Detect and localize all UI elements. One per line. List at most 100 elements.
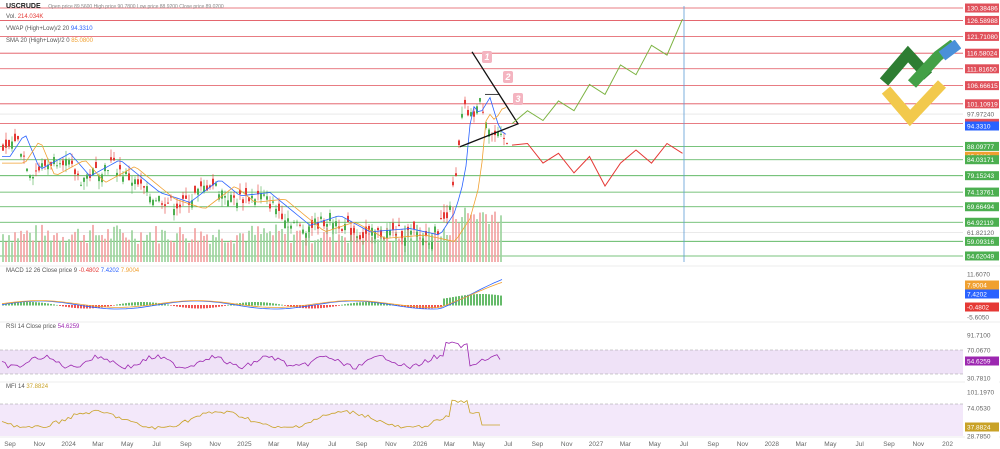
candle-body: [119, 164, 121, 170]
volume-bar: [371, 237, 373, 262]
candle-body: [65, 158, 67, 166]
volume-bar: [131, 230, 133, 262]
macd-bar: [398, 305, 400, 306]
candle-body: [203, 185, 205, 193]
volume-bar: [83, 234, 85, 262]
candle-body: [440, 218, 442, 220]
volume-bar: [347, 242, 349, 262]
volume-bar: [293, 234, 295, 262]
price-axis-label-bg: [965, 202, 999, 212]
macd-bar: [62, 305, 64, 307]
volume-bar: [356, 235, 358, 262]
macd-bar: [293, 305, 295, 308]
time-axis-label: Jul: [504, 441, 513, 448]
time-axis-label: Sep: [180, 441, 192, 448]
macd-bar: [227, 304, 229, 306]
price-axis-label: 64.92119: [967, 220, 994, 227]
macd-signal-line: [1, 282, 503, 308]
wave-label-box: [513, 93, 523, 105]
price-axis-label-bg: [965, 3, 999, 13]
price-axis-label: 88.09777: [967, 144, 994, 151]
volume-bar: [452, 206, 454, 262]
macd-bar: [170, 305, 172, 306]
macd-bar: [353, 302, 355, 306]
macd-bar: [245, 302, 247, 306]
volume-bar: [143, 242, 145, 262]
macd-bar: [68, 305, 70, 308]
volume-bar: [251, 225, 253, 262]
candle-body: [449, 205, 451, 210]
candle-body: [140, 179, 142, 184]
mfi-axis-label-bg: [965, 403, 999, 413]
candle-body: [137, 179, 139, 185]
candle-body: [395, 233, 397, 236]
macd-bar: [164, 304, 166, 306]
macd-bar: [434, 305, 436, 309]
macd-bar: [299, 305, 301, 308]
volume-bar: [191, 239, 193, 262]
symbol-header: USCRUDE Open price 89.5600 High price 90…: [6, 3, 224, 10]
candle-body: [326, 224, 328, 227]
candle-body: [80, 184, 82, 186]
volume-bar: [161, 229, 163, 262]
volume-bar: [410, 238, 412, 262]
volume-bar: [302, 239, 304, 262]
candle-body: [41, 163, 43, 168]
macd-bar: [182, 305, 184, 308]
macd-bar: [272, 303, 274, 306]
candle-body: [233, 195, 235, 198]
macd-bar: [491, 294, 493, 306]
candle-body: [344, 223, 346, 231]
volume-bar: [233, 243, 235, 262]
time-axis-label: Sep: [532, 441, 544, 448]
macd-bar: [356, 302, 358, 306]
macd-bar: [140, 302, 142, 306]
volume-bar: [434, 231, 436, 262]
candle-body: [74, 169, 76, 175]
macd-bar: [257, 302, 259, 306]
macd-bar: [422, 305, 424, 309]
volume-bar: [359, 236, 361, 262]
rsi-axis-label: 54.6259: [967, 359, 991, 366]
mfi-axis-label-bg: [965, 431, 999, 441]
candle-body: [311, 219, 313, 228]
time-axis-label: 2024: [61, 441, 76, 448]
macd-bar: [359, 302, 361, 306]
candle-body: [185, 195, 187, 199]
candle-body: [248, 197, 250, 202]
volume-bar: [314, 240, 316, 262]
volume-bar: [38, 241, 40, 262]
macd-bar: [482, 294, 484, 306]
volume-bar: [329, 237, 331, 262]
macd-bar: [401, 305, 403, 307]
price-axis-label-bg: [965, 48, 999, 58]
price-axis-label-bg: [965, 121, 999, 131]
volume-bar: [458, 222, 460, 262]
macd-bar: [149, 302, 151, 306]
macd-bar: [494, 294, 496, 306]
rsi-axis-label-bg: [965, 373, 999, 383]
volume-bar: [167, 239, 169, 262]
candle-body: [173, 209, 175, 216]
price-axis-label: 69.66494: [967, 204, 994, 211]
candle-body: [77, 173, 79, 176]
candle-body: [416, 232, 418, 237]
brand-logo: [879, 40, 961, 127]
volume-bar: [86, 243, 88, 262]
candle-body: [278, 203, 280, 211]
candle-body: [227, 200, 229, 207]
rsi-axis-label: 91.7100: [967, 333, 991, 340]
macd-bar: [332, 305, 334, 307]
candle-body: [434, 226, 436, 233]
candle-body: [143, 186, 145, 188]
volume-bar: [368, 233, 370, 262]
volume-bar: [317, 239, 319, 262]
candle-body: [281, 213, 283, 220]
candle-body: [398, 224, 400, 227]
volume-bar: [56, 233, 58, 262]
candle-body: [485, 122, 487, 129]
candle-body: [191, 200, 193, 208]
candle-body: [71, 160, 73, 164]
volume-bar: [281, 228, 283, 262]
